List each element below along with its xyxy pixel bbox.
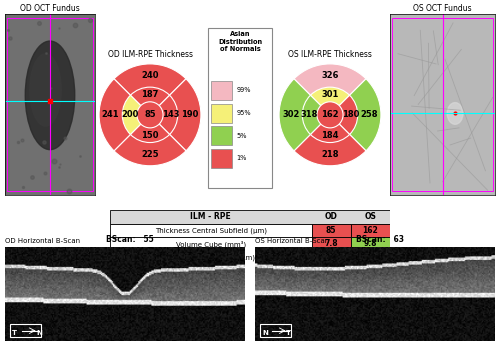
FancyBboxPatch shape <box>210 104 232 123</box>
Text: 273: 273 <box>362 253 378 262</box>
Text: Thickness Avg Cube (μm): Thickness Avg Cube (μm) <box>166 254 256 261</box>
Wedge shape <box>294 115 366 166</box>
Text: 258: 258 <box>360 110 378 119</box>
Bar <box>110 224 312 237</box>
Text: 99%: 99% <box>236 87 251 94</box>
Wedge shape <box>279 79 330 151</box>
Text: 187: 187 <box>142 90 158 99</box>
Bar <box>10 324 41 337</box>
Text: 162: 162 <box>362 226 378 235</box>
Text: 150: 150 <box>142 131 159 140</box>
Text: 302: 302 <box>282 110 300 119</box>
Bar <box>351 251 390 264</box>
Text: N: N <box>36 330 42 335</box>
Text: Asian
Distribution
of Normals: Asian Distribution of Normals <box>218 31 262 52</box>
Title: OD ILM-RPE Thickness: OD ILM-RPE Thickness <box>108 50 192 59</box>
Title: OS OCT Fundus: OS OCT Fundus <box>413 4 472 13</box>
Bar <box>312 224 351 237</box>
Bar <box>110 251 312 264</box>
Wedge shape <box>150 79 201 151</box>
Wedge shape <box>330 95 357 134</box>
Text: 225: 225 <box>141 150 159 159</box>
FancyBboxPatch shape <box>210 126 232 145</box>
Wedge shape <box>114 64 186 115</box>
Bar <box>312 237 351 251</box>
Text: OS Horizontal B-Scan: OS Horizontal B-Scan <box>255 238 329 244</box>
Wedge shape <box>294 64 366 115</box>
Text: Volume Cube (mm³): Volume Cube (mm³) <box>176 240 246 247</box>
FancyBboxPatch shape <box>210 149 232 168</box>
Text: OS: OS <box>364 212 376 221</box>
Ellipse shape <box>447 103 463 124</box>
Text: OD: OD <box>325 212 338 221</box>
Text: 301: 301 <box>322 90 338 99</box>
Text: 200: 200 <box>121 110 138 119</box>
Text: 318: 318 <box>301 110 318 119</box>
Text: N: N <box>262 330 268 335</box>
Text: T: T <box>12 330 17 335</box>
Wedge shape <box>150 95 178 134</box>
Ellipse shape <box>25 41 75 150</box>
Text: 1%: 1% <box>236 155 247 161</box>
Bar <box>351 224 390 237</box>
Ellipse shape <box>30 54 61 126</box>
Text: BScan:   55: BScan: 55 <box>106 235 154 244</box>
Text: 85: 85 <box>326 226 336 235</box>
Text: 180: 180 <box>342 110 359 119</box>
Text: 218: 218 <box>321 150 339 159</box>
Wedge shape <box>130 87 170 115</box>
Wedge shape <box>130 115 170 143</box>
Text: 7.8: 7.8 <box>324 239 338 248</box>
Circle shape <box>137 102 163 128</box>
Bar <box>110 237 312 251</box>
Text: 184: 184 <box>321 131 339 140</box>
Wedge shape <box>99 79 150 151</box>
Wedge shape <box>310 87 350 115</box>
Bar <box>260 324 291 337</box>
Text: 326: 326 <box>321 71 339 80</box>
Wedge shape <box>302 95 330 134</box>
Text: ILM - RPE: ILM - RPE <box>190 212 231 221</box>
Wedge shape <box>122 95 150 134</box>
Text: 9.8: 9.8 <box>364 239 377 248</box>
Text: T: T <box>286 330 291 335</box>
Text: 162: 162 <box>321 110 339 119</box>
Text: 85: 85 <box>144 110 156 119</box>
Wedge shape <box>114 115 186 166</box>
Bar <box>351 237 390 251</box>
Text: 216: 216 <box>324 253 339 262</box>
FancyBboxPatch shape <box>210 81 232 100</box>
Bar <box>312 251 351 264</box>
Text: 241: 241 <box>102 110 120 119</box>
Text: BScan:   63: BScan: 63 <box>356 235 404 244</box>
Wedge shape <box>330 79 381 151</box>
Bar <box>110 210 390 224</box>
Text: OD Horizontal B-Scan: OD Horizontal B-Scan <box>5 238 80 244</box>
Text: 95%: 95% <box>236 110 251 116</box>
Text: Thickness Central Subfield (μm): Thickness Central Subfield (μm) <box>155 227 267 234</box>
FancyBboxPatch shape <box>208 28 272 188</box>
Text: 5%: 5% <box>236 133 247 139</box>
Title: OS ILM-RPE Thickness: OS ILM-RPE Thickness <box>288 50 372 59</box>
Text: 240: 240 <box>142 71 159 80</box>
Title: OD OCT Fundus: OD OCT Fundus <box>20 4 80 13</box>
Wedge shape <box>310 115 350 143</box>
Text: 143: 143 <box>162 110 179 119</box>
Circle shape <box>317 102 343 128</box>
Text: 190: 190 <box>180 110 198 119</box>
